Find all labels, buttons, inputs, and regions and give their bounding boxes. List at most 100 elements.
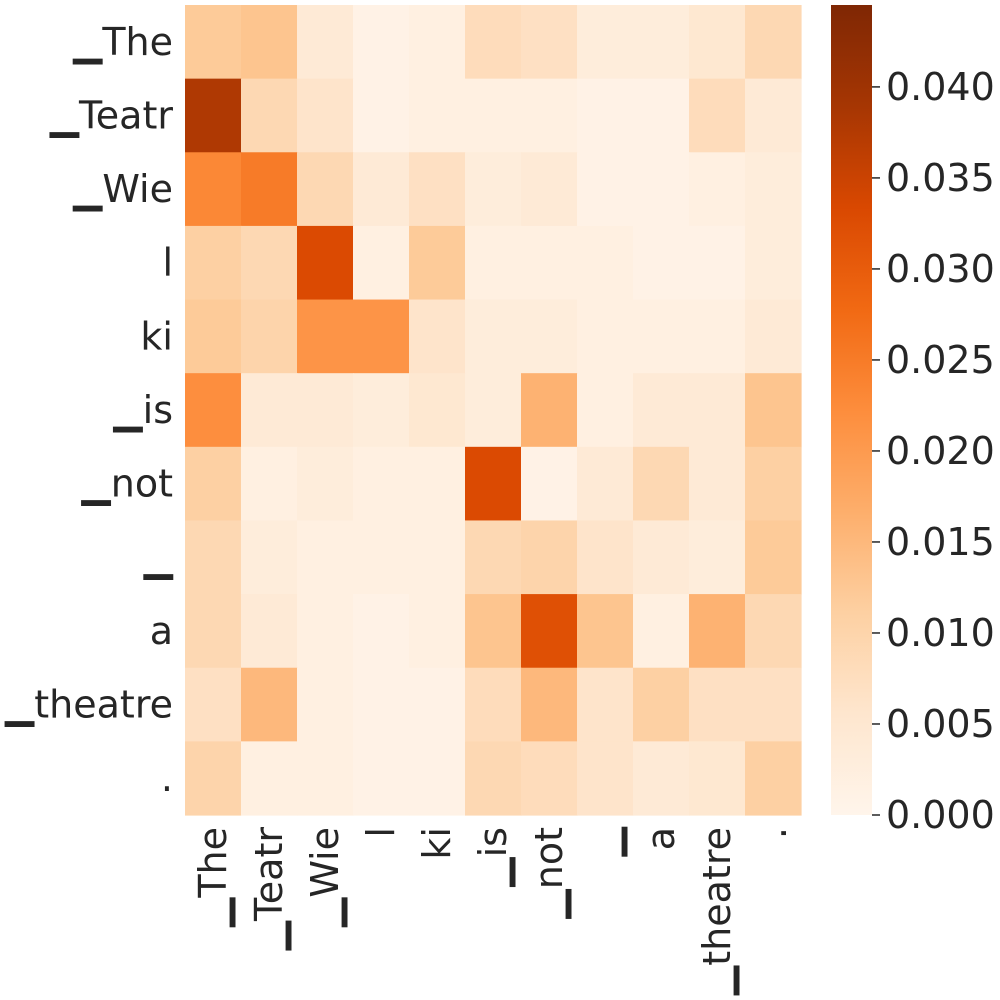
heatmap-cell-r1-c2	[297, 78, 354, 153]
heatmap-cell-r0-c6	[521, 5, 578, 80]
heatmap-cell-r1-c1	[241, 78, 298, 153]
heatmap-cell-r3-c7	[577, 225, 634, 301]
heatmap-cell-r7-c9	[689, 520, 746, 595]
heatmap-cell-r8-c8	[633, 594, 690, 669]
heatmap-cell-r7-c3	[353, 520, 410, 595]
heatmap-cell-r3-c3	[353, 225, 410, 301]
heatmap-cell-r10-c8	[633, 741, 690, 816]
heatmap-cell-r5-c4	[409, 373, 466, 448]
heatmap-cell-r4-c0	[185, 299, 242, 374]
heatmap-cell-r8-c4	[409, 594, 466, 669]
heatmap-cell-r9-c9	[689, 667, 746, 742]
heatmap-cell-r10-c5	[465, 741, 522, 816]
heatmap-cell-r5-c1	[241, 373, 298, 448]
heatmap-cell-r6-c8	[633, 446, 690, 522]
y-tick-label: a	[150, 609, 173, 653]
heatmap-cell-r2-c2	[297, 152, 354, 227]
heatmap-cell-r1-c6	[521, 78, 578, 153]
heatmap-cell-r9-c7	[577, 667, 634, 742]
heatmap-cell-r5-c2	[297, 373, 354, 448]
heatmap-cell-r2-c9	[689, 152, 746, 227]
heatmap-cell-r1-c7	[577, 78, 634, 153]
heatmap-cell-r2-c8	[633, 152, 690, 227]
heatmap-cell-r3-c0	[185, 225, 242, 301]
x-tick-label: l	[359, 827, 403, 838]
heatmap-cell-r7-c1	[241, 520, 298, 595]
heatmap-cell-r2-c5	[465, 152, 522, 227]
heatmap-cell-r6-c9	[689, 446, 746, 522]
y-tick-label: ki	[140, 314, 173, 358]
heatmap-cell-r5-c10	[745, 373, 802, 448]
heatmap-cell-r10-c6	[521, 741, 578, 816]
heatmap-cell-r3-c6	[521, 225, 578, 301]
heatmap-cell-r8-c2	[297, 594, 354, 669]
colorbar-gradient	[831, 5, 872, 815]
heatmap-cell-r4-c4	[409, 299, 466, 374]
heatmap-cell-r9-c5	[465, 667, 522, 742]
colorbar-tick-label: 0.015	[886, 520, 995, 564]
heatmap-cell-r7-c0	[185, 520, 242, 595]
x-tick-label: ▁theatre	[695, 827, 740, 996]
heatmap-cell-r9-c3	[353, 667, 410, 742]
heatmap-cell-r5-c0	[185, 373, 242, 448]
heatmap-cell-r1-c10	[745, 78, 802, 153]
heatmap-cell-r4-c1	[241, 299, 298, 374]
heatmap-cell-r9-c1	[241, 667, 298, 742]
heatmap-cell-r3-c2	[297, 225, 354, 301]
heatmap-cell-r4-c7	[577, 299, 634, 374]
heatmap-cell-r2-c4	[409, 152, 466, 227]
heatmap-cell-r7-c6	[521, 520, 578, 595]
heatmap-cell-r6-c0	[185, 446, 242, 522]
heatmap-cell-r8-c6	[521, 594, 578, 669]
heatmap-cell-r2-c6	[521, 152, 578, 227]
heatmap-cell-r7-c7	[577, 520, 634, 595]
heatmap-cell-r9-c4	[409, 667, 466, 742]
heatmap-cell-r8-c9	[689, 594, 746, 669]
colorbar-tick-label: 0.035	[886, 156, 995, 200]
heatmap-cell-r4-c5	[465, 299, 522, 374]
heatmap-cell-r10-c3	[353, 741, 410, 816]
y-tick-label: ▁Wie	[72, 167, 173, 212]
y-tick-label: ▁is	[112, 388, 173, 433]
colorbar-tick-label: 0.010	[886, 611, 995, 655]
heatmap-cell-r0-c3	[353, 5, 410, 80]
heatmap-cell-r7-c8	[633, 520, 690, 595]
heatmap-cell-r0-c2	[297, 5, 354, 80]
heatmap-cell-r10-c10	[745, 741, 802, 816]
heatmap-cell-r6-c5	[465, 446, 522, 522]
colorbar: 0.000 0.005 0.010 0.015 0.020 0.025 0.030 0.035…	[831, 5, 995, 837]
heatmap-cell-r9-c2	[297, 667, 354, 742]
heatmap-cell-r6-c4	[409, 446, 466, 522]
heatmap-cell-r5-c9	[689, 373, 746, 448]
heatmap-cell-r8-c1	[241, 594, 298, 669]
heatmap-cell-r8-c0	[185, 594, 242, 669]
heatmap-cell-r6-c6	[521, 446, 578, 522]
heatmap-cell-r1-c3	[353, 78, 410, 153]
colorbar-tick-label: 0.020	[886, 429, 995, 473]
x-axis-tick-labels: ▁The ▁Teatr ▁Wie l ki ▁is ▁not ▁ a ▁theatre.	[191, 826, 795, 996]
heatmap-cell-r0-c8	[633, 5, 690, 80]
heatmap-cell-r0-c5	[465, 5, 522, 80]
heatmap-cell-r1-c0	[185, 78, 242, 153]
heatmap-cell-r6-c7	[577, 446, 634, 522]
y-axis-tick-labels: ▁The ▁Teatr ▁Wie l ki ▁is ▁not ▁ a ▁theatre.	[4, 20, 174, 800]
heatmap-cell-r2-c10	[745, 152, 802, 227]
heatmap-cell-r7-c5	[465, 520, 522, 595]
heatmap-cell-r2-c3	[353, 152, 410, 227]
heatmap-cell-r9-c0	[185, 667, 242, 742]
heatmap-cell-r2-c1	[241, 152, 298, 227]
y-tick-label: ▁	[143, 535, 174, 580]
heatmap-cell-r9-c8	[633, 667, 690, 742]
heatmap-cell-r7-c4	[409, 520, 466, 595]
heatmap-cell-r10-c1	[241, 741, 298, 816]
heatmap-cell-r1-c8	[633, 78, 690, 153]
heatmap-cell-r0-c4	[409, 5, 466, 80]
heatmap-cell-r6-c2	[297, 446, 354, 522]
colorbar-tick-label: 0.040	[886, 65, 995, 109]
heatmap-cell-r8-c5	[465, 594, 522, 669]
x-tick-label: ▁	[583, 826, 628, 857]
heatmap-cell-r6-c10	[745, 446, 802, 522]
y-tick-label: l	[162, 241, 173, 285]
heatmap-cell-r2-c7	[577, 152, 634, 227]
heatmap-cell-r9-c6	[521, 667, 578, 742]
